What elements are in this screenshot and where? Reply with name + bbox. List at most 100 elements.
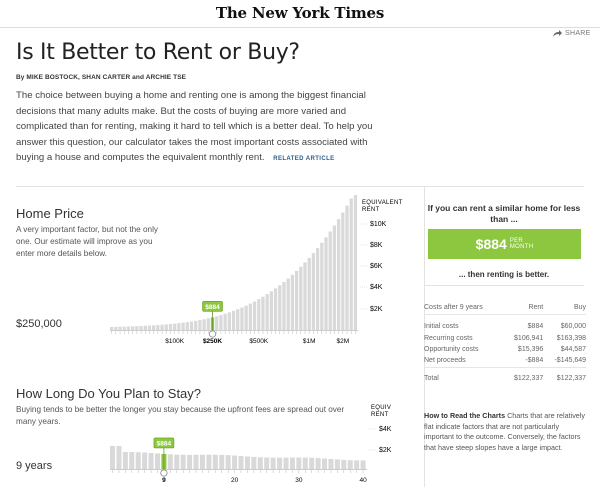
chart-bar[interactable] [277, 457, 283, 469]
chart-bar[interactable] [173, 323, 177, 330]
chart-bar[interactable] [206, 318, 210, 330]
chart-bar[interactable] [244, 305, 248, 330]
chart-bar[interactable] [139, 325, 143, 330]
chart-bar[interactable] [219, 315, 223, 330]
chart-bar[interactable] [349, 198, 353, 330]
chart-bar[interactable] [294, 270, 299, 330]
chart-bar[interactable] [122, 451, 128, 469]
chart-bar[interactable] [180, 454, 186, 469]
chart-bar[interactable] [307, 257, 311, 330]
chart-bar[interactable] [354, 460, 360, 469]
chart-bar[interactable] [181, 322, 185, 330]
chart-bar[interactable] [264, 457, 270, 469]
chart-bar[interactable] [189, 321, 194, 331]
chart-bar[interactable] [328, 231, 332, 330]
chart-bar[interactable] [252, 301, 257, 330]
nyt-masthead[interactable]: The New York Times [215, 4, 385, 22]
chart-bar[interactable] [299, 266, 303, 330]
chart-bar[interactable] [223, 313, 227, 330]
chart-bar[interactable] [353, 195, 358, 330]
chart-bar[interactable] [219, 454, 225, 469]
chart-bar[interactable] [336, 219, 341, 330]
chart-bar[interactable] [286, 278, 290, 330]
chart-bar[interactable] [174, 454, 180, 469]
chart-bar[interactable] [187, 454, 193, 469]
chart-bar[interactable] [244, 456, 250, 469]
chart-bar[interactable] [269, 291, 274, 330]
chart-bar[interactable] [360, 460, 366, 469]
chart-bar[interactable] [322, 458, 328, 469]
chart-bar[interactable] [347, 460, 353, 469]
chart-bar[interactable] [168, 324, 173, 330]
chart-bar[interactable] [177, 323, 181, 330]
chart-bar[interactable] [110, 327, 114, 330]
chart-bar[interactable] [154, 453, 160, 469]
chart-bar[interactable] [232, 455, 238, 469]
chart-bar[interactable] [240, 307, 244, 330]
chart-bar[interactable] [212, 454, 218, 469]
chart-bar[interactable] [315, 458, 321, 469]
chart-bar[interactable] [156, 325, 160, 330]
chart-bar[interactable] [194, 320, 198, 330]
chart-bar[interactable] [152, 325, 156, 330]
chart-bar[interactable] [290, 274, 295, 330]
chart-bar[interactable] [238, 455, 244, 469]
chart-bar[interactable] [311, 253, 316, 330]
chart-bar[interactable] [248, 303, 252, 330]
chart-bar[interactable] [135, 452, 141, 469]
chart-bar[interactable] [110, 446, 116, 469]
chart-bar[interactable] [236, 309, 240, 330]
chart-bar[interactable] [215, 316, 219, 330]
chart-bar[interactable] [135, 326, 139, 330]
related-article-link[interactable]: RELATED ARTICLE [273, 156, 335, 163]
chart-bar[interactable] [303, 262, 307, 330]
chart-bar[interactable] [202, 319, 206, 330]
chart-bar[interactable] [251, 456, 257, 469]
chart-bar[interactable] [265, 294, 269, 330]
chart-bar[interactable] [114, 326, 118, 330]
chart-bar[interactable] [164, 324, 168, 330]
chart-bar[interactable] [341, 459, 347, 469]
chart-bar[interactable] [270, 457, 276, 469]
chart-bar[interactable] [328, 458, 334, 469]
chart-bar[interactable] [185, 322, 189, 330]
chart-bar[interactable] [118, 326, 122, 330]
stay-value[interactable]: 9 years [16, 460, 53, 472]
chart-bar[interactable] [199, 454, 205, 469]
chart-bar[interactable] [160, 324, 164, 330]
chart-bar[interactable] [225, 455, 231, 469]
home-price-value[interactable]: $250,000 [16, 318, 62, 330]
chart-bar[interactable] [167, 454, 173, 469]
chart-bar[interactable] [147, 325, 152, 330]
chart-bar[interactable] [282, 281, 286, 330]
chart-bar[interactable] [148, 453, 154, 469]
chart-bar[interactable] [345, 205, 349, 330]
chart-bar[interactable] [257, 299, 261, 330]
chart-bar[interactable] [302, 457, 308, 469]
chart-bar[interactable] [273, 288, 278, 330]
slider-handle[interactable] [208, 330, 217, 338]
chart-bar[interactable] [257, 457, 263, 469]
chart-bar[interactable] [283, 457, 289, 469]
chart-bar[interactable] [309, 457, 315, 469]
chart-bar[interactable] [315, 248, 320, 330]
chart-bar[interactable] [116, 445, 122, 469]
chart-bar[interactable] [278, 285, 282, 330]
chart-bar[interactable] [324, 237, 328, 330]
chart-bar[interactable] [261, 296, 265, 330]
chart-bar[interactable] [126, 326, 131, 330]
chart-bar[interactable] [341, 212, 345, 330]
share-button[interactable]: SHARE [553, 30, 591, 37]
chart-bar[interactable] [206, 454, 212, 469]
chart-bar[interactable] [332, 225, 337, 330]
chart-bar[interactable] [334, 459, 340, 469]
chart-bar[interactable] [227, 312, 231, 330]
chart-bar[interactable] [143, 325, 147, 330]
chart-bar[interactable] [122, 326, 126, 330]
chart-bar[interactable] [131, 326, 135, 330]
chart-bar[interactable] [129, 452, 135, 469]
chart-bar[interactable] [198, 320, 202, 330]
slider-handle[interactable] [160, 469, 168, 477]
chart-bar[interactable] [231, 310, 236, 330]
